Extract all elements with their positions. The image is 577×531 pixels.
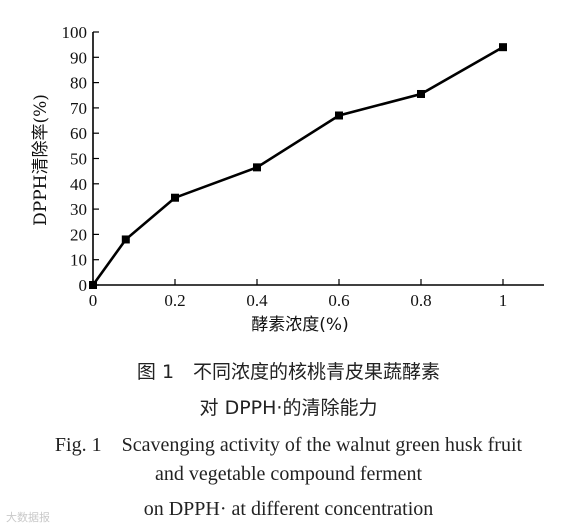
y-tick-label: 80 [70, 74, 87, 93]
data-point [417, 89, 425, 98]
x-tick-label: 1 [499, 291, 508, 310]
data-point [335, 111, 343, 120]
x-axis-label: 酵素浓度(%) [251, 315, 348, 335]
y-tick-label: 30 [70, 200, 87, 219]
series-line [91, 46, 504, 286]
y-tick-label: 100 [62, 23, 88, 42]
y-tick-label: 70 [70, 99, 87, 118]
data-point [121, 235, 130, 244]
series-markers [89, 43, 507, 289]
y-tick-label: 40 [70, 175, 87, 194]
y-tick-label: 50 [70, 150, 87, 169]
caption-cn-line2: 对 DPPH·的清除能力 [199, 397, 378, 419]
caption-en-line3: on DPPH· at different concentration [143, 498, 434, 520]
chart-axes [92, 32, 544, 286]
x-tick-label: 0 [89, 291, 98, 310]
caption-en-line2: and vegetable compound ferment [154, 463, 423, 485]
y-tick-label: 10 [70, 251, 87, 270]
caption-cn-line1: 图 1 不同浓度的核桃青皮果蔬酵素 [136, 361, 441, 383]
line-chart: 0 10 20 30 40 50 60 70 80 90 100 0 0.2 0.4 0.6 0.8 1 DP… [31, 23, 544, 335]
x-tick-label: 0.2 [164, 291, 185, 310]
data-point [89, 281, 97, 289]
series-line-group [91, 46, 504, 286]
y-tick-label: 60 [70, 124, 87, 143]
data-point [171, 193, 179, 202]
y-ticks: 0 10 20 30 40 50 60 70 80 90 100 [62, 23, 99, 295]
data-point [499, 43, 507, 52]
x-tick-label: 0.6 [328, 291, 349, 310]
y-tick-label: 0 [79, 276, 88, 295]
y-tick-label: 20 [70, 225, 87, 244]
y-axis-label: DPPH清除率(%) [31, 94, 51, 226]
x-tick-label: 0.8 [410, 291, 431, 310]
watermark-logo: 大数据报 [6, 511, 50, 524]
y-tick-label: 90 [70, 48, 87, 67]
x-ticks: 0 0.2 0.4 0.6 0.8 1 [89, 279, 508, 310]
data-point [253, 163, 261, 172]
x-tick-label: 0.4 [246, 291, 268, 310]
caption-en-line1: Fig. 1 Scavenging activity of the walnut… [54, 434, 523, 456]
